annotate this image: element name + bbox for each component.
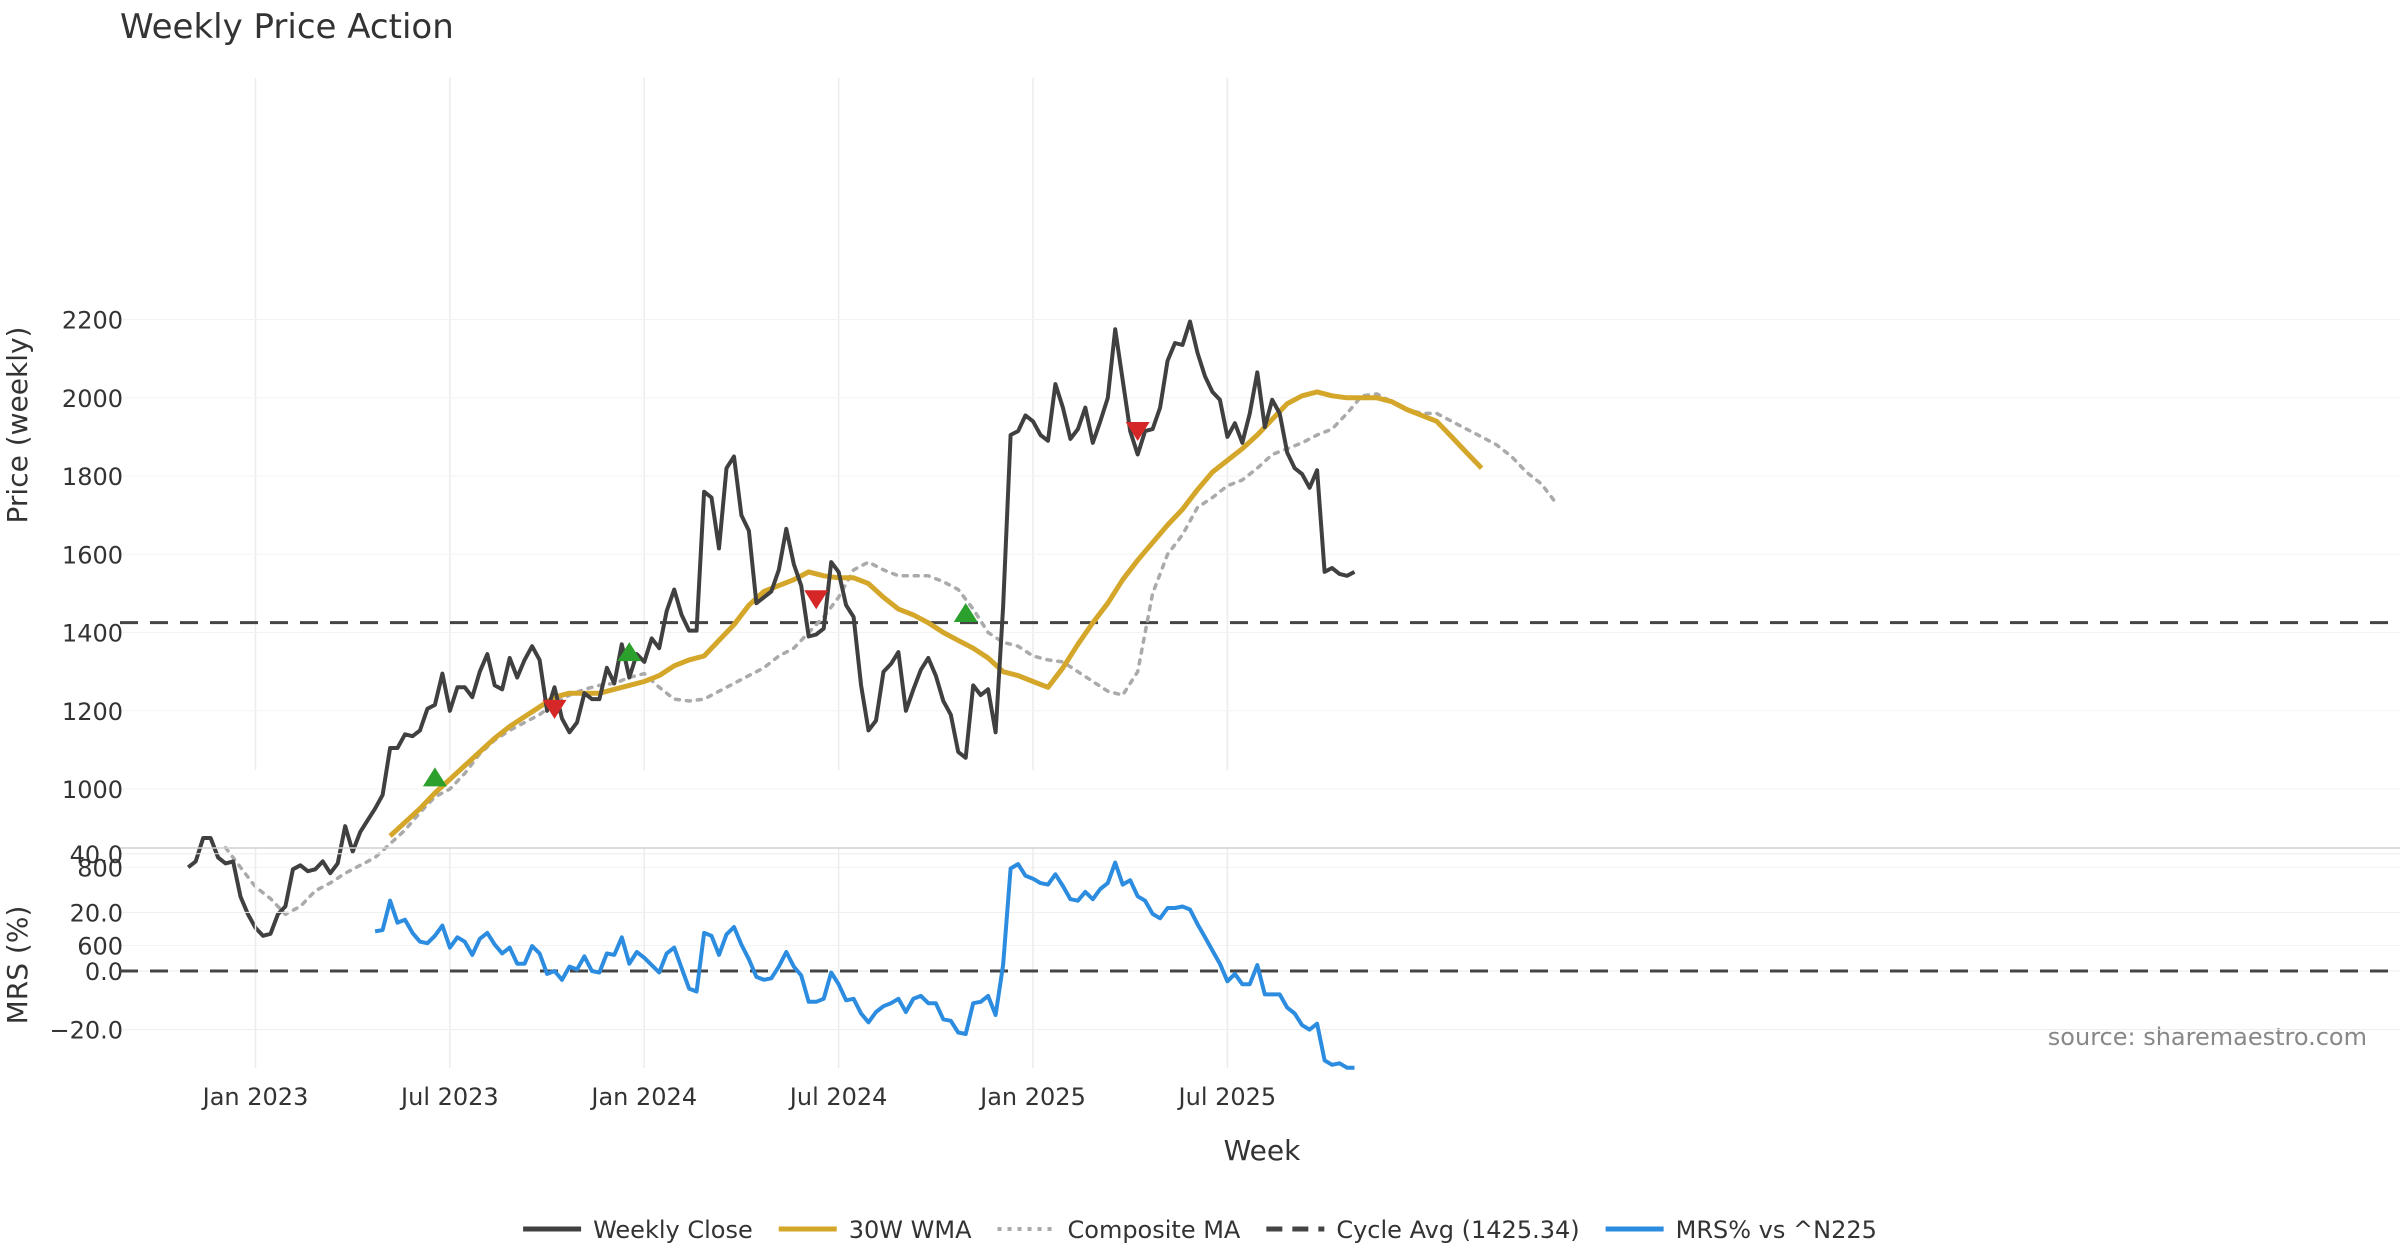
price-y-tick-label: 1600 xyxy=(62,541,123,569)
price-panel: 600 800 1000 1200 1400 1600 1800 2000 2200 xyxy=(62,78,2400,961)
legend: Weekly Close 30W WMA Composite MA Cycle Avg… xyxy=(523,1216,1877,1244)
sell-signal-marker xyxy=(804,590,829,610)
legend-item-mrs-vs-n225: MRS% vs ^N225 xyxy=(1605,1216,1877,1244)
legend-label: Weekly Close xyxy=(593,1216,753,1244)
x-tick-label: Jul 2023 xyxy=(399,1083,499,1111)
price-y-tick-label: 1400 xyxy=(62,620,123,648)
mrs-y-axis-label: MRS (%) xyxy=(1,906,34,1025)
series-30w-wma xyxy=(388,389,1484,838)
price-y-tick-label: 1200 xyxy=(62,698,123,726)
price-y-tick-label: 2200 xyxy=(62,307,123,335)
series-weekly-close xyxy=(186,319,1356,938)
legend-item-composite-ma: Composite MA xyxy=(997,1216,1241,1244)
x-tick-label: Jul 2024 xyxy=(788,1083,888,1111)
legend-label: MRS% vs ^N225 xyxy=(1676,1216,1877,1244)
x-axis-label: Week xyxy=(1224,1134,1301,1167)
buy-signal-marker xyxy=(617,642,642,662)
mrs-y-tick-label: 0.0 xyxy=(85,958,123,986)
legend-label: 30W WMA xyxy=(849,1216,972,1244)
mrs-y-tick-label: −20.0 xyxy=(49,1017,123,1045)
x-tick-label: Jan 2023 xyxy=(201,1083,309,1111)
price-y-tick-label: 1000 xyxy=(62,776,123,804)
price-y-tick-label: 600 xyxy=(77,933,123,961)
price-y-tick-label: 2000 xyxy=(62,385,123,413)
buy-signal-marker xyxy=(422,767,447,787)
x-tick-label: Jan 2025 xyxy=(978,1083,1086,1111)
legend-item-weekly-close: Weekly Close xyxy=(523,1216,753,1244)
x-axis-ticks: Jan 2023 Jul 2023 Jan 2024 Jul 2024 Jan 2025… xyxy=(201,1083,1277,1111)
legend-label: Cycle Avg (1425.34) xyxy=(1336,1216,1579,1244)
price-y-axis-label: Price (weekly) xyxy=(1,327,34,524)
source-label: source: sharemaestro.com xyxy=(2048,1023,2367,1051)
sell-signal-marker xyxy=(542,699,567,719)
x-tick-label: Jul 2025 xyxy=(1177,1083,1277,1111)
x-tick-label: Jan 2024 xyxy=(589,1083,697,1111)
series-mrs-vs-n225 xyxy=(374,860,1355,1070)
price-y-tick-label: 1800 xyxy=(62,463,123,491)
buy-signal-marker xyxy=(953,602,978,622)
chart-title: Weekly Price Action xyxy=(120,7,454,47)
mrs-y-tick-label: 20.0 xyxy=(70,899,123,927)
legend-label: Composite MA xyxy=(1068,1216,1241,1244)
mrs-panel: 40.0 20.0 0.0 −20.0 xyxy=(49,841,2400,1070)
price-y-tick-label: 800 xyxy=(77,854,123,882)
series-composite-ma xyxy=(223,392,1559,917)
mrs-y-tick-label: 40.0 xyxy=(70,841,123,869)
legend-item-30w-wma: 30W WMA xyxy=(778,1216,972,1244)
legend-item-cycle-avg-1425-34: Cycle Avg (1425.34) xyxy=(1266,1216,1580,1244)
sell-signal-marker xyxy=(1125,422,1150,442)
